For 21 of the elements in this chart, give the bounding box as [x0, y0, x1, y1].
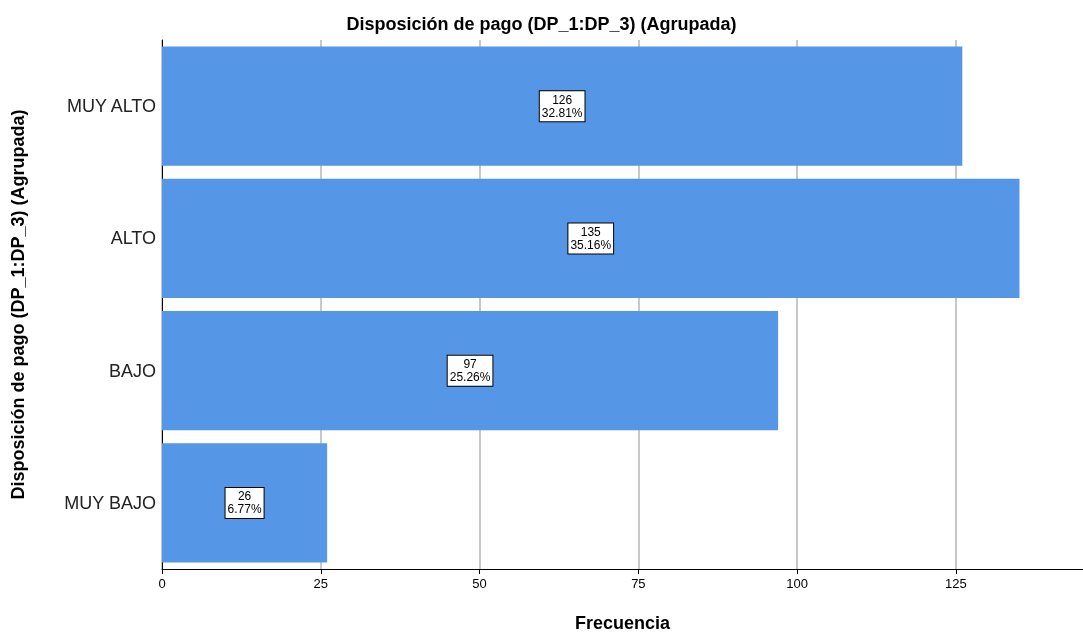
bar — [162, 178, 1020, 298]
y-tick-label: ALTO — [110, 228, 156, 249]
x-tick-label: 125 — [945, 576, 967, 591]
x-axis-title: Frecuencia — [574, 613, 672, 633]
data-label: 97 25.26% — [449, 357, 491, 385]
bar — [162, 443, 328, 563]
data-label: 26 6.77% — [227, 489, 262, 517]
data-label: 135 35.16% — [570, 224, 612, 252]
x-tick-label: 25 — [313, 576, 329, 591]
y-axis-title: Disposición de pago (DP_1:DP_3) (Agrupada) — [8, 109, 28, 500]
x-tick-label: 100 — [786, 576, 809, 591]
bar — [162, 311, 779, 431]
x-tick-label: 0 — [158, 576, 166, 591]
y-tick-label: MUY ALTO — [66, 96, 156, 117]
x-tick-label: 50 — [472, 576, 487, 591]
y-tick-label: MUY BAJO — [64, 492, 156, 513]
x-tick-label: 75 — [631, 576, 646, 591]
bar — [162, 46, 963, 166]
chart-title: Disposición de pago (DP_1:DP_3) (Agrupada) — [346, 14, 737, 34]
data-label: 126 32.81% — [541, 92, 583, 120]
y-tick-label: BAJO — [108, 360, 156, 381]
